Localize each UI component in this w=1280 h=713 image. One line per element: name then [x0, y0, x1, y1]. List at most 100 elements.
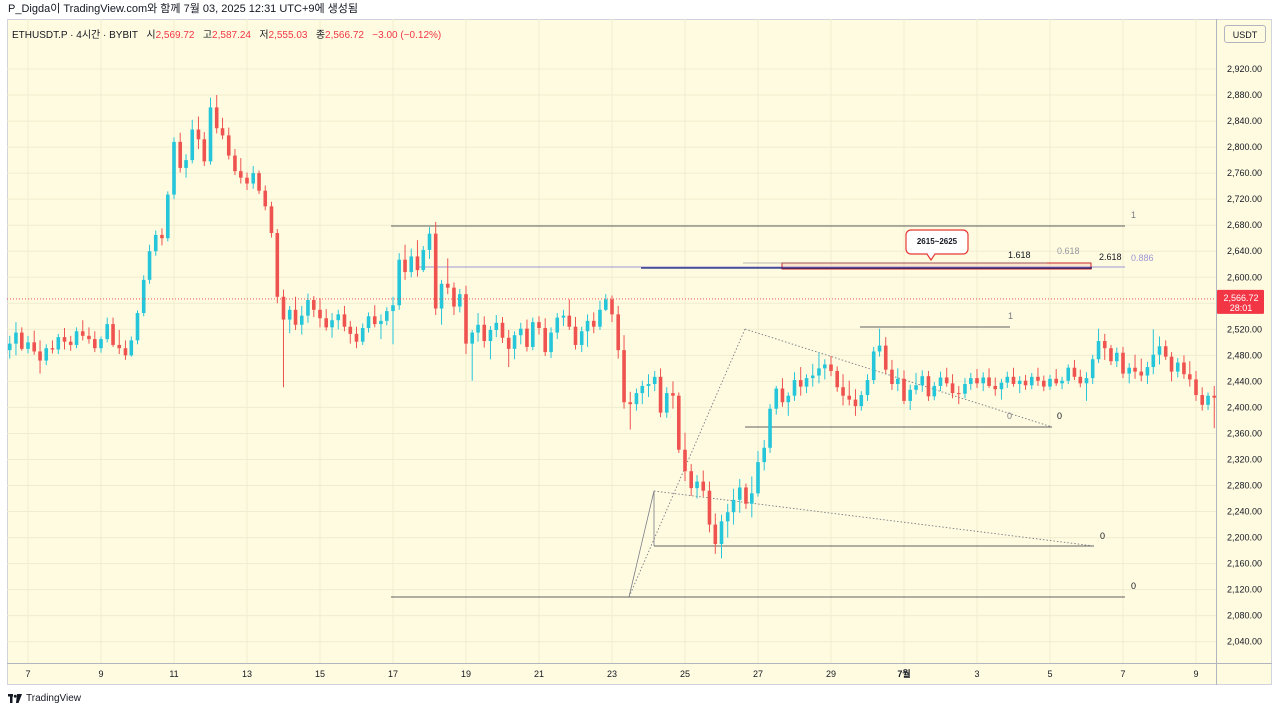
candle[interactable]	[1187, 361, 1192, 387]
candle[interactable]	[768, 404, 772, 453]
candle[interactable]	[1237, 362, 1241, 376]
candle[interactable]	[44, 344, 49, 366]
candle[interactable]	[1139, 358, 1144, 382]
candle[interactable]	[579, 326, 584, 353]
candle[interactable]	[348, 320, 353, 344]
candle[interactable]	[366, 312, 371, 333]
candle[interactable]	[464, 285, 468, 355]
candle[interactable]	[786, 392, 791, 416]
candle[interactable]	[500, 316, 505, 343]
candle[interactable]	[744, 483, 748, 509]
candle[interactable]	[318, 298, 322, 328]
candle[interactable]	[238, 158, 243, 184]
candle[interactable]	[482, 316, 487, 348]
candle[interactable]	[877, 328, 882, 357]
candle[interactable]	[1048, 374, 1052, 390]
candle[interactable]	[342, 305, 347, 332]
candle[interactable]	[330, 313, 334, 338]
chart-frame[interactable]	[7, 19, 1272, 685]
candle[interactable]	[731, 488, 736, 525]
candle[interactable]	[603, 294, 608, 312]
candle[interactable]	[153, 230, 158, 256]
candle[interactable]	[233, 149, 237, 176]
candle[interactable]	[1029, 372, 1034, 390]
candle[interactable]	[871, 346, 876, 384]
candle[interactable]	[1114, 347, 1119, 368]
candle[interactable]	[397, 253, 402, 310]
candle[interactable]	[518, 322, 523, 345]
candle[interactable]	[981, 372, 986, 392]
candle[interactable]	[530, 317, 535, 351]
candle[interactable]	[32, 330, 37, 355]
candle[interactable]	[56, 333, 61, 355]
candle[interactable]	[105, 317, 110, 343]
candle[interactable]	[1206, 392, 1210, 411]
candle[interactable]	[470, 329, 475, 381]
candle[interactable]	[184, 154, 188, 178]
currency-button[interactable]: USDT	[1224, 25, 1266, 43]
candle[interactable]	[1102, 333, 1107, 360]
candle[interactable]	[1005, 371, 1010, 388]
candle[interactable]	[287, 305, 292, 334]
candle[interactable]	[628, 391, 633, 430]
candle[interactable]	[214, 95, 219, 134]
candle[interactable]	[1060, 376, 1064, 390]
candle[interactable]	[610, 295, 614, 323]
candle[interactable]	[391, 296, 395, 345]
candle[interactable]	[676, 392, 681, 453]
candle[interactable]	[993, 377, 998, 396]
candle[interactable]	[865, 374, 870, 401]
candle[interactable]	[111, 317, 115, 347]
candle[interactable]	[695, 475, 699, 499]
candle[interactable]	[427, 227, 432, 260]
candle[interactable]	[567, 299, 572, 330]
candle[interactable]	[263, 185, 268, 211]
candle[interactable]	[658, 368, 663, 418]
candle[interactable]	[543, 318, 548, 357]
candle[interactable]	[379, 314, 383, 340]
candle[interactable]	[719, 514, 724, 559]
candle[interactable]	[281, 289, 286, 388]
candle[interactable]	[202, 132, 207, 166]
candle[interactable]	[165, 191, 170, 242]
candle[interactable]	[293, 296, 298, 330]
candle[interactable]	[360, 323, 365, 345]
candle[interactable]	[251, 165, 256, 189]
candle[interactable]	[1121, 346, 1125, 379]
candle[interactable]	[1078, 369, 1083, 388]
candle[interactable]	[671, 381, 675, 409]
candle[interactable]	[14, 322, 18, 356]
candle[interactable]	[822, 359, 827, 380]
candle[interactable]	[683, 432, 687, 481]
candle[interactable]	[792, 372, 797, 401]
candle[interactable]	[859, 391, 864, 411]
candle[interactable]	[1084, 372, 1089, 401]
candle[interactable]	[433, 221, 438, 316]
candle[interactable]	[1127, 363, 1132, 384]
candle[interactable]	[975, 369, 979, 388]
dotted-leg-down[interactable]	[744, 328, 1053, 428]
candle[interactable]	[756, 451, 760, 497]
candle[interactable]	[1157, 336, 1162, 365]
candle[interactable]	[208, 97, 213, 165]
candle[interactable]	[494, 315, 499, 338]
candle[interactable]	[160, 228, 164, 246]
candle[interactable]	[835, 366, 840, 392]
candle[interactable]	[1133, 354, 1137, 379]
candle[interactable]	[123, 340, 128, 360]
candle[interactable]	[1011, 367, 1016, 387]
candle[interactable]	[652, 370, 657, 392]
candle[interactable]	[324, 309, 329, 331]
candle[interactable]	[1096, 328, 1101, 364]
candle[interactable]	[1151, 329, 1156, 375]
candle[interactable]	[245, 172, 249, 191]
candle[interactable]	[762, 439, 767, 471]
candle[interactable]	[902, 370, 906, 405]
candle[interactable]	[226, 127, 231, 160]
candle[interactable]	[987, 368, 991, 388]
candle[interactable]	[817, 352, 821, 384]
candle[interactable]	[968, 372, 973, 390]
candle[interactable]	[555, 313, 560, 340]
candle[interactable]	[999, 378, 1004, 400]
candle[interactable]	[950, 374, 955, 399]
